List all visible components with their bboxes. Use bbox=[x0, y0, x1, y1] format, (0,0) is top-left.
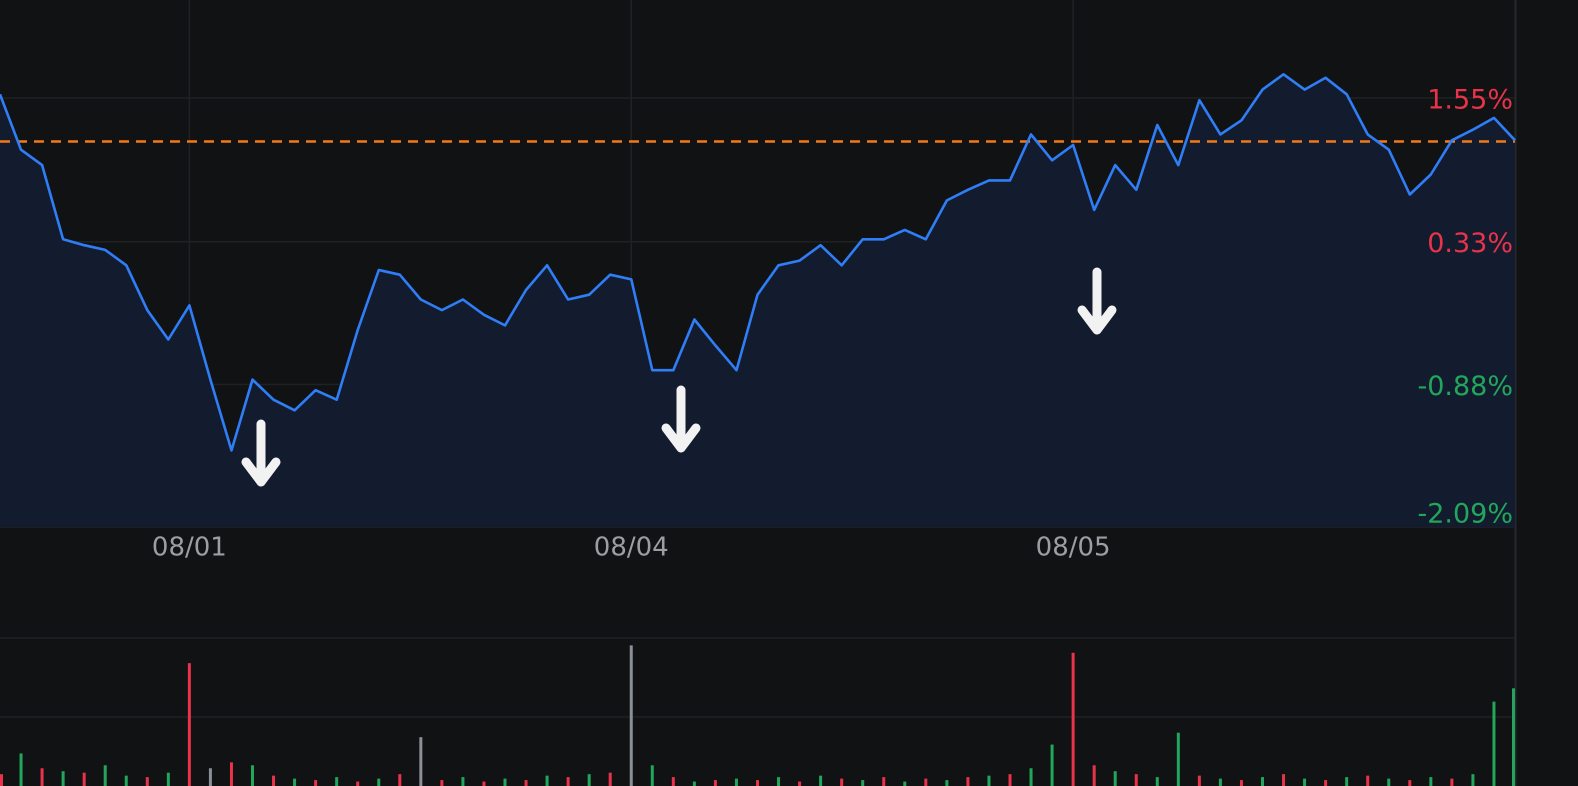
arrow bbox=[661, 385, 701, 453]
volume-bar bbox=[40, 768, 44, 786]
volume-bar bbox=[1450, 778, 1454, 786]
volume-bar bbox=[861, 780, 865, 786]
volume-bar bbox=[356, 781, 360, 786]
volume-bar bbox=[19, 753, 23, 786]
area bbox=[0, 74, 1515, 528]
volume-bar bbox=[1155, 777, 1159, 786]
volume-bar bbox=[966, 777, 970, 786]
volume-bar bbox=[734, 778, 738, 786]
volume-bar bbox=[1071, 652, 1075, 786]
volume-bar bbox=[293, 778, 297, 786]
volume-bar bbox=[650, 765, 654, 786]
volume-bar bbox=[440, 780, 444, 786]
volume-bar bbox=[124, 775, 128, 786]
volume-bar bbox=[314, 780, 318, 786]
volume-bar bbox=[608, 772, 612, 786]
volume-bar bbox=[272, 775, 276, 786]
y-tick-label: -2.09% bbox=[1417, 499, 1513, 530]
volume-bar bbox=[1092, 765, 1096, 786]
volume-bar bbox=[1029, 768, 1033, 786]
volume-bar bbox=[903, 781, 907, 786]
volume-bar bbox=[208, 768, 212, 786]
volume-bar bbox=[1492, 701, 1496, 786]
volume-bar bbox=[882, 777, 886, 786]
volume-bar bbox=[1113, 771, 1117, 786]
volume-bar bbox=[777, 777, 781, 786]
volume-bar bbox=[1366, 775, 1370, 786]
volume-bar bbox=[1303, 778, 1307, 786]
volume-bar bbox=[1471, 774, 1475, 786]
arrow bbox=[1077, 267, 1117, 335]
volume-bar bbox=[482, 781, 486, 786]
volume-bar bbox=[1134, 774, 1138, 786]
volume-bar bbox=[1324, 780, 1328, 786]
volume-bar bbox=[566, 777, 570, 786]
volume-bar bbox=[1429, 777, 1433, 786]
volume-bar bbox=[987, 775, 991, 786]
x-tick-label: 08/04 bbox=[594, 533, 669, 563]
volume-bar bbox=[82, 772, 86, 786]
volume-bar bbox=[1282, 774, 1286, 786]
volume-bar bbox=[671, 777, 675, 786]
volume-bar bbox=[945, 780, 949, 786]
y-tick-label: -0.88% bbox=[1417, 371, 1513, 402]
volume-bar bbox=[587, 774, 591, 786]
annotation-arrows bbox=[241, 267, 1117, 487]
volume-bar bbox=[545, 775, 549, 786]
volume-bar bbox=[0, 774, 3, 786]
volume-bar bbox=[335, 777, 339, 786]
volume-bar bbox=[103, 765, 107, 786]
volume-bar bbox=[419, 737, 423, 786]
volume-bar bbox=[1408, 780, 1412, 786]
volume-bar bbox=[756, 780, 759, 786]
volume-bar bbox=[1218, 778, 1222, 786]
volume-bar bbox=[1345, 777, 1349, 786]
volume-bar bbox=[61, 771, 65, 786]
volume-bar bbox=[1050, 744, 1054, 786]
volume-bar bbox=[398, 774, 402, 786]
volume-bar bbox=[524, 780, 528, 786]
volume-bar bbox=[1387, 778, 1391, 786]
volume-bar bbox=[1512, 688, 1515, 786]
volume-bar bbox=[692, 781, 696, 786]
volume-bar bbox=[187, 663, 191, 786]
volume-bar bbox=[1261, 777, 1264, 786]
volume-bar bbox=[1197, 775, 1201, 786]
volume-bar bbox=[145, 777, 149, 786]
volume-bar bbox=[461, 777, 465, 786]
volume-bar bbox=[713, 780, 717, 786]
price-line bbox=[0, 73, 1516, 452]
y-tick-label: 0.33% bbox=[1427, 228, 1513, 259]
volume-bar bbox=[840, 778, 844, 786]
x-tick-label: 08/01 bbox=[152, 533, 227, 563]
volume-bar bbox=[819, 775, 823, 786]
volume-bar bbox=[377, 778, 381, 786]
volume-bar bbox=[229, 762, 233, 786]
volume-bar bbox=[924, 778, 928, 786]
volume-bar bbox=[1239, 780, 1243, 786]
x-tick-label: 08/05 bbox=[1036, 533, 1111, 563]
volume-bar bbox=[503, 778, 507, 786]
volume-bar bbox=[1008, 774, 1012, 786]
volume-bar bbox=[629, 645, 633, 786]
volume-bar bbox=[251, 765, 254, 786]
volume-bar bbox=[798, 781, 802, 786]
volume-bar bbox=[1176, 732, 1180, 786]
volume-bar bbox=[166, 772, 170, 786]
arrow bbox=[241, 419, 281, 487]
y-tick-label: 1.55% bbox=[1427, 84, 1513, 115]
